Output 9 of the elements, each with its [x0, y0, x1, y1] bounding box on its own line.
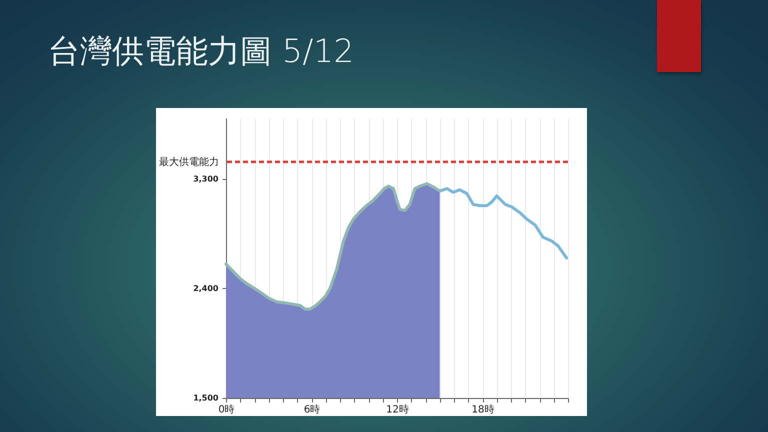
x-tick-label: 0時: [218, 404, 235, 416]
x-tick-label: 6時: [304, 404, 320, 416]
y-tick-label: 2,400: [193, 284, 219, 293]
y-tick-label: 3,300: [193, 174, 219, 184]
x-tick-label: 12時: [386, 404, 409, 416]
chart-title: 台灣供電能力圖 5/12: [48, 31, 354, 72]
x-tick-label: 18時: [472, 404, 494, 416]
ref-line-label: 最大供電能力: [159, 156, 219, 168]
y-tick-label: 1,500: [193, 394, 219, 402]
